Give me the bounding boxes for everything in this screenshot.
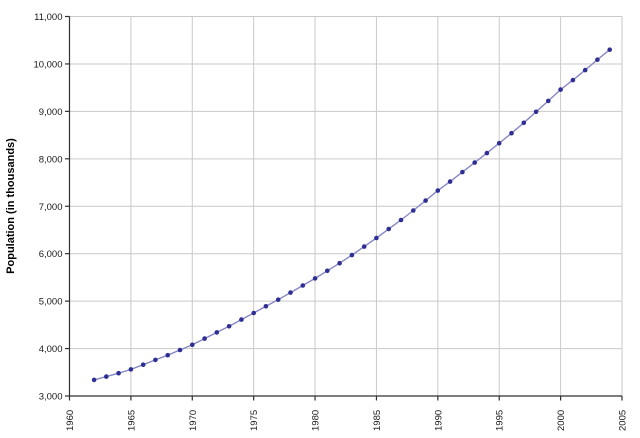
data-point: [214, 330, 220, 335]
x-tick-label: 2005: [618, 410, 629, 431]
data-point: [509, 130, 514, 136]
y-tick-label: 11,000: [34, 12, 62, 23]
y-tick-label: 3,000: [39, 392, 63, 403]
data-point: [239, 317, 244, 322]
y-tick-label: 6,000: [39, 249, 63, 260]
data-point: [288, 290, 293, 295]
series-line: [93, 49, 611, 381]
y-tick-label: 10,000: [33, 59, 62, 70]
data-point: [607, 47, 612, 52]
data-point: [153, 357, 158, 363]
gridlines: [69, 16, 623, 396]
x-tick-label: 1970: [188, 410, 199, 431]
y-axis-title: Population (in thousands): [5, 138, 17, 274]
x-tick-label: 1990: [433, 410, 444, 431]
tick-labels: 3,000 4,000 5,000 6,000 7,000 8,000 9,000 10,00…: [33, 12, 628, 431]
data-point: [472, 160, 478, 165]
y-tick-label: 9,000: [39, 107, 63, 118]
x-tick-label: 1985: [372, 410, 383, 431]
data-point: [349, 252, 355, 258]
data-point: [275, 297, 281, 303]
data-point: [128, 367, 134, 372]
data-point: [533, 109, 539, 115]
x-tick-label: 1960: [65, 410, 76, 431]
data-point: [116, 370, 121, 376]
data-point: [423, 198, 428, 203]
data-point: [140, 362, 146, 368]
x-tick-label: 2000: [556, 410, 567, 431]
x-tick-label: 1980: [311, 410, 322, 431]
data-point: [582, 67, 588, 73]
y-tick-label: 4,000: [39, 344, 63, 355]
data-point: [177, 347, 183, 353]
data-point: [104, 374, 109, 379]
x-tick-label: 1995: [495, 410, 506, 431]
data-point: [435, 188, 441, 193]
data-point: [337, 260, 342, 266]
data-point: [190, 342, 195, 348]
data-point: [521, 120, 527, 126]
data-series: [91, 47, 612, 383]
data-point: [226, 324, 232, 329]
data-point: [312, 276, 318, 281]
data-point: [374, 235, 379, 241]
data-point: [558, 87, 563, 92]
x-tick-label: 1975: [249, 410, 260, 431]
data-point: [361, 244, 367, 249]
data-point: [411, 208, 416, 213]
data-point: [263, 304, 269, 309]
x-tick-label: 1965: [126, 410, 137, 431]
data-point: [91, 377, 97, 383]
y-tick-label: 7,000: [39, 202, 63, 213]
data-point: [570, 77, 576, 83]
data-point: [251, 310, 256, 316]
axes: [65, 15, 623, 401]
data-point: [325, 268, 330, 274]
data-point: [546, 98, 551, 104]
data-point: [460, 169, 465, 175]
data-point: [595, 57, 600, 62]
data-point: [398, 217, 404, 223]
data-point: [165, 352, 170, 358]
data-point: [386, 226, 392, 232]
data-point: [496, 140, 502, 146]
data-point: [202, 336, 207, 341]
data-point: [484, 150, 490, 156]
data-point: [300, 283, 306, 288]
y-tick-label: 5,000: [39, 297, 63, 308]
y-tick-label: 8,000: [39, 154, 63, 165]
data-point: [447, 179, 453, 184]
